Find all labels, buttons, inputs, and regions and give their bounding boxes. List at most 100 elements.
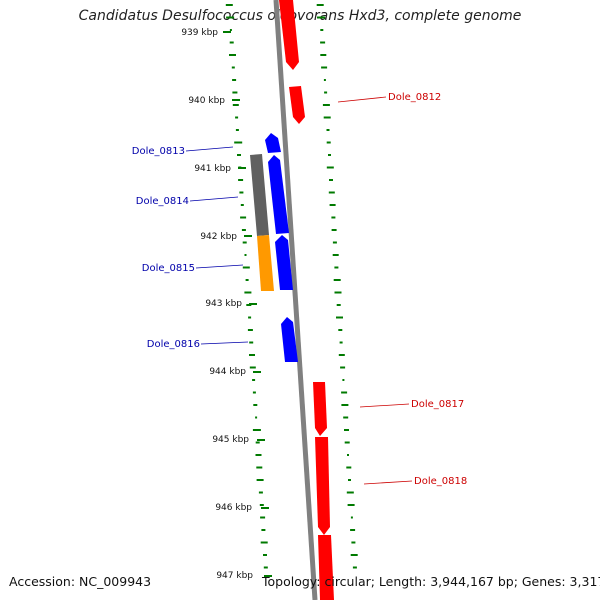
gc-track-dot [324, 91, 328, 94]
gc-track-dot [240, 216, 247, 219]
gc-track-dot [232, 91, 238, 94]
gc-track-dot [341, 404, 349, 406]
tick-label-942: 942 kbp [200, 232, 237, 242]
gene-arrow-dole-0812[interactable] [289, 86, 305, 124]
gc-track-dot [256, 479, 264, 481]
gc-track-dot [241, 229, 246, 231]
gc-track-dot [320, 41, 326, 44]
gc-track-dot [252, 379, 256, 381]
gc-track-dot [255, 416, 258, 419]
gene-label-dole-0817[interactable]: Dole_0817 [411, 399, 464, 410]
gene-arrow-dole-0819[interactable] [318, 535, 334, 600]
gc-track-dot [346, 466, 352, 469]
gc-track-dot [344, 429, 349, 431]
forward-strand-genes [279, 0, 334, 600]
gene-label-dole-0818[interactable]: Dole_0818 [414, 476, 467, 487]
gene-arrow-dole-0811[interactable] [279, 0, 299, 70]
gene-label-dole-0812[interactable]: Dole_0812 [388, 92, 441, 103]
gc-track-dot [240, 204, 244, 206]
gc-track-dot [320, 54, 327, 56]
gc-track-dot [244, 291, 252, 294]
tick-label-940: 940 kbp [188, 96, 225, 106]
gc-track-dot [326, 129, 330, 131]
gc-track-dot [326, 166, 334, 169]
gene-labels: Dole_0813 Dole_0814 Dole_0815 Dole_0816 … [132, 92, 467, 487]
gc-track-dot [333, 279, 341, 281]
gc-track-dot [331, 216, 336, 219]
cog-block-dole-0814[interactable] [250, 154, 269, 236]
gc-track-dot [252, 429, 261, 431]
gc-track-dot [256, 466, 263, 469]
gc-track-dot [343, 416, 349, 419]
gc-track-dot [334, 266, 339, 269]
gc-track-dot [342, 379, 345, 381]
gene-label-dole-0815[interactable]: Dole_0815 [142, 263, 195, 274]
gene-arrow-dole-0813[interactable] [265, 133, 281, 153]
gene-arrow-dole-0814-strand[interactable] [268, 155, 289, 234]
tick-mark [253, 371, 261, 373]
gc-track-dot [317, 16, 325, 19]
gc-track-dot [242, 241, 247, 244]
gene-label-leaders [185, 96, 413, 485]
gc-track-dot [260, 541, 268, 544]
gc-track-dot [232, 104, 239, 106]
gc-track-dot [246, 304, 252, 306]
gene-arrow-dole-0818[interactable] [315, 437, 330, 535]
gc-track-dot [232, 79, 237, 81]
genome-summary-text: Topology: circular; Length: 3,944,167 bp… [262, 574, 600, 589]
cog-block-dole-0815[interactable] [257, 235, 274, 291]
gc-track-dot [234, 141, 243, 144]
gc-track-dot [336, 316, 343, 319]
gc-track-dot [238, 179, 244, 181]
tick-label-939: 939 kbp [181, 28, 218, 38]
gc-track-dot [252, 391, 256, 394]
gc-track-dot [259, 504, 264, 506]
gc-track-dot [344, 441, 350, 444]
gc-track-dot [326, 141, 331, 144]
tick-label-941: 941 kbp [194, 164, 231, 174]
gc-track-dot [321, 66, 328, 69]
gc-track-dot [334, 291, 342, 294]
scale-ticks: 939 kbp 940 kbp 941 kbp 942 kbp 943 kbp … [181, 28, 272, 581]
gc-track-dot [242, 266, 250, 269]
reverse-strand-genes [265, 133, 298, 362]
gc-track-dot [244, 254, 247, 256]
gc-track-dot [329, 204, 336, 206]
gc-track-dot [347, 504, 355, 506]
tick-mark [238, 167, 246, 169]
tick-mark [244, 235, 252, 237]
gc-track-dot [260, 516, 266, 519]
gene-arrow-dole-0816[interactable] [281, 317, 298, 362]
cog-category-blocks [250, 154, 274, 291]
gene-label-dole-0816[interactable]: Dole_0816 [147, 339, 200, 350]
gc-track-dot [323, 79, 326, 81]
gc-track-dot [247, 329, 253, 331]
gc-track-dot [316, 4, 324, 6]
gc-track-right [316, 4, 358, 569]
gc-track-dot [347, 454, 349, 456]
tick-mark [257, 439, 265, 441]
tick-mark [264, 575, 272, 577]
tick-mark [261, 507, 269, 509]
gc-track-dot [229, 29, 232, 31]
gc-track-dot [263, 554, 267, 556]
gene-label-dole-0813[interactable]: Dole_0813 [132, 146, 185, 157]
map-title: Candidatus Desulfococcus oleovorans Hxd3… [78, 8, 522, 24]
gene-label-dole-0814[interactable]: Dole_0814 [136, 196, 189, 207]
gc-track-dot [323, 116, 331, 119]
tick-label-946: 946 kbp [215, 503, 252, 513]
gc-track-dot [350, 554, 358, 556]
tick-label-945: 945 kbp [212, 435, 249, 445]
gc-track-dot [341, 391, 348, 394]
gc-track-dot [255, 454, 262, 456]
gc-track-dot [331, 229, 337, 231]
gene-arrow-dole-0817[interactable] [313, 382, 327, 436]
gc-track-dot [225, 4, 233, 6]
gc-track-dot [235, 116, 239, 119]
gc-track-dot [329, 179, 333, 181]
gene-arrow-dole-0815-strand[interactable] [275, 235, 293, 290]
tick-label-943: 943 kbp [205, 299, 242, 309]
gc-track-dot [248, 316, 252, 319]
gc-track-dot [339, 341, 343, 344]
